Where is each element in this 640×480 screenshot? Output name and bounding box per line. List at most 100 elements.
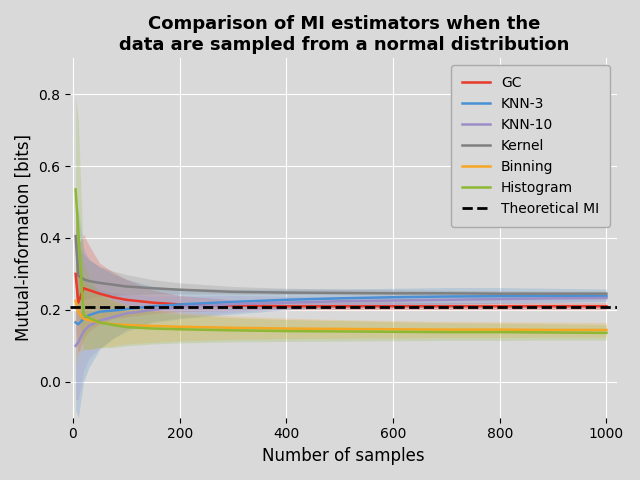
Binning xyxy=(74,309,82,314)
GC xyxy=(603,303,611,309)
Theoretical MI xyxy=(69,304,77,310)
Binning xyxy=(149,323,157,329)
KNN-10 xyxy=(442,297,450,303)
KNN-3 xyxy=(389,294,397,300)
Line: Kernel: Kernel xyxy=(76,236,607,294)
KNN-10 xyxy=(496,296,504,302)
Line: Binning: Binning xyxy=(76,301,607,330)
Binning xyxy=(80,316,88,322)
Theoretical MI xyxy=(70,304,77,310)
GC xyxy=(72,271,79,277)
Line: KNN-10: KNN-10 xyxy=(76,298,607,346)
KNN-3 xyxy=(149,303,157,309)
Binning xyxy=(122,322,130,328)
Histogram xyxy=(80,312,88,318)
Line: GC: GC xyxy=(76,274,607,306)
KNN-3 xyxy=(496,293,504,299)
Binning xyxy=(603,327,611,333)
KNN-3 xyxy=(85,312,93,318)
Binning xyxy=(176,324,184,330)
KNN-10 xyxy=(549,296,557,301)
KNN-3 xyxy=(336,296,344,301)
Histogram xyxy=(282,328,290,334)
KNN-3 xyxy=(603,293,611,299)
Histogram xyxy=(74,228,82,234)
Kernel xyxy=(85,278,93,284)
Y-axis label: Mutual-information [bits]: Mutual-information [bits] xyxy=(15,134,33,341)
Kernel xyxy=(549,291,557,297)
KNN-10 xyxy=(96,318,104,324)
Histogram xyxy=(149,325,157,331)
KNN-3 xyxy=(282,297,290,303)
X-axis label: Number of samples: Number of samples xyxy=(262,447,425,465)
GC xyxy=(122,297,130,303)
Kernel xyxy=(229,289,237,295)
Kernel xyxy=(176,287,184,293)
Kernel xyxy=(109,282,116,288)
Histogram xyxy=(549,330,557,336)
KNN-10 xyxy=(74,339,82,345)
Histogram xyxy=(72,187,79,192)
GC xyxy=(80,286,88,291)
Histogram xyxy=(603,330,611,336)
Kernel xyxy=(122,284,130,289)
Line: KNN-3: KNN-3 xyxy=(76,296,607,324)
Kernel xyxy=(336,290,344,296)
Kernel xyxy=(282,290,290,296)
KNN-10 xyxy=(389,298,397,303)
GC xyxy=(96,291,104,297)
Binning xyxy=(496,327,504,333)
Binning xyxy=(442,327,450,333)
Binning xyxy=(229,325,237,331)
Histogram xyxy=(336,328,344,334)
GC xyxy=(85,287,93,293)
Legend: GC, KNN-3, KNN-10, Kernel, Binning, Histogram, Theoretical MI: GC, KNN-3, KNN-10, Kernel, Binning, Hist… xyxy=(451,65,610,227)
Binning xyxy=(282,325,290,331)
Binning xyxy=(85,317,93,323)
Histogram xyxy=(389,329,397,335)
Histogram xyxy=(109,322,116,328)
GC xyxy=(389,303,397,309)
KNN-10 xyxy=(109,314,116,320)
KNN-3 xyxy=(229,299,237,305)
KNN-3 xyxy=(442,294,450,300)
Histogram xyxy=(176,326,184,332)
Kernel xyxy=(603,291,611,297)
Kernel xyxy=(72,233,79,239)
Kernel xyxy=(149,286,157,291)
KNN-3 xyxy=(72,320,79,325)
Histogram xyxy=(496,329,504,335)
KNN-3 xyxy=(80,316,88,322)
Kernel xyxy=(96,280,104,286)
Kernel xyxy=(442,290,450,296)
GC xyxy=(74,300,82,306)
Histogram xyxy=(229,327,237,333)
Histogram xyxy=(96,320,104,325)
GC xyxy=(336,303,344,309)
KNN-3 xyxy=(109,308,116,313)
GC xyxy=(282,303,290,309)
Binning xyxy=(389,326,397,332)
KNN-10 xyxy=(336,299,344,304)
KNN-10 xyxy=(603,295,611,301)
GC xyxy=(442,303,450,309)
KNN-10 xyxy=(72,343,79,348)
GC xyxy=(549,303,557,309)
Binning xyxy=(336,326,344,332)
KNN-10 xyxy=(229,301,237,307)
KNN-3 xyxy=(74,321,82,327)
KNN-10 xyxy=(176,304,184,310)
Kernel xyxy=(389,290,397,296)
KNN-3 xyxy=(96,309,104,314)
KNN-10 xyxy=(85,323,93,329)
Kernel xyxy=(74,273,82,278)
GC xyxy=(496,303,504,309)
Histogram xyxy=(85,315,93,321)
Binning xyxy=(109,321,116,327)
GC xyxy=(109,294,116,300)
Kernel xyxy=(80,276,88,282)
KNN-3 xyxy=(549,293,557,299)
Binning xyxy=(72,298,79,304)
Binning xyxy=(96,320,104,325)
GC xyxy=(176,301,184,307)
